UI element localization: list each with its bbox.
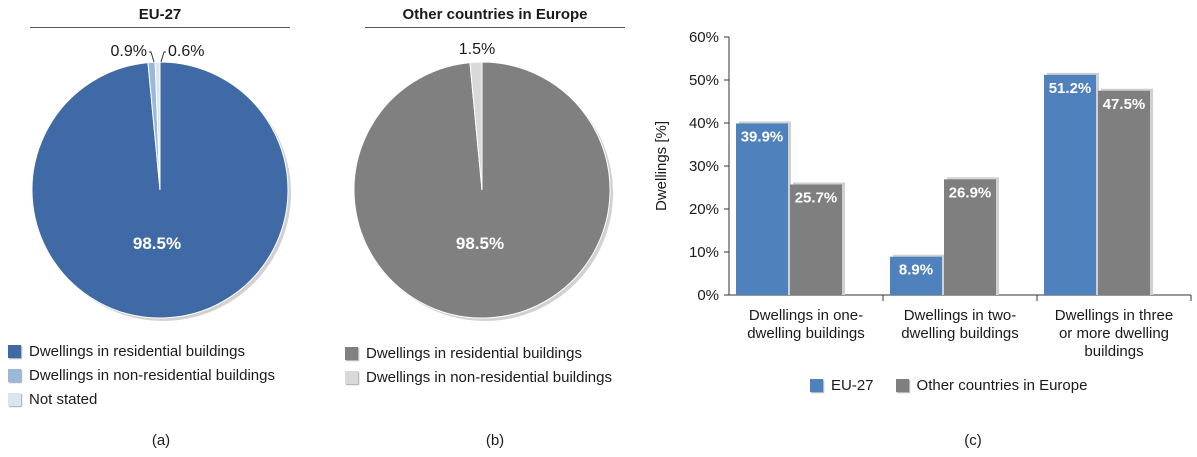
bar xyxy=(1044,74,1096,295)
bar xyxy=(944,179,996,295)
legend-item: EU-27 xyxy=(810,373,874,397)
bar-value-label: 47.5% xyxy=(1103,96,1146,113)
legend-swatch xyxy=(895,378,909,392)
y-tick-label: 10% xyxy=(689,244,719,261)
pie-title: EU-27 xyxy=(138,6,182,23)
legend-swatch xyxy=(8,392,21,406)
slice-label: 0.6% xyxy=(168,43,204,60)
y-tick-label: 30% xyxy=(689,158,719,175)
pie-legend-eu27: Dwellings in residential buildings Dwell… xyxy=(8,339,275,411)
panel-caption: (b) xyxy=(485,432,505,449)
pie-title: Other countries in Europe xyxy=(402,6,588,23)
legend-item: Not stated xyxy=(8,387,275,411)
title-rule xyxy=(30,27,290,28)
slice-label: 1.5% xyxy=(459,41,495,58)
legend-item: Dwellings in non-residential buildings xyxy=(345,365,612,389)
pie-slice xyxy=(469,61,483,191)
legend-label: Dwellings in non-residential buildings xyxy=(366,368,612,386)
x-category-label: Dwellings in two-dwelling buildings xyxy=(901,307,1019,342)
bar-value-label: 8.9% xyxy=(899,262,933,279)
y-axis-label: Dwellings [%] xyxy=(653,121,670,211)
bar-value-label: 39.9% xyxy=(741,128,784,145)
pie-panel-eu27: EU-27 98.5% 0.9% 0.6% Dwellings in residen… xyxy=(0,0,330,457)
slice-label: 98.5% xyxy=(133,234,181,253)
panel-caption: (c) xyxy=(964,432,982,449)
pie-panel-other-countries: Other countries in Europe 98.5% 1.5% Dwel… xyxy=(330,0,660,457)
bar-value-label: 26.9% xyxy=(949,184,992,201)
legend-swatch xyxy=(8,344,21,358)
legend-swatch xyxy=(345,346,358,360)
legend-label: Not stated xyxy=(29,390,98,408)
y-tick-label: 60% xyxy=(689,29,719,46)
legend-label: Dwellings in residential buildings xyxy=(366,344,582,362)
legend-label: Dwellings in residential buildings xyxy=(29,342,245,360)
leader-line xyxy=(160,51,166,63)
bar xyxy=(736,123,788,296)
bar-chart-dwellings: 0% 10% 20% 30% 40% 50% 60% Dwellings [%] Dwellin… xyxy=(653,29,1192,360)
y-tick-label: 50% xyxy=(689,72,719,89)
pie-legend-other-countries: Dwellings in residential buildings Dwell… xyxy=(345,341,612,389)
title-rule xyxy=(365,27,625,28)
legend-swatch xyxy=(8,368,21,382)
legend-swatch xyxy=(810,378,823,392)
bar-value-label: 25.7% xyxy=(795,189,838,206)
pie-chart-eu27: 98.5% 0.9% 0.6% xyxy=(31,43,291,321)
legend-swatch xyxy=(345,370,358,384)
legend-item: Dwellings in non-residential buildings xyxy=(8,363,275,387)
bar-panel-dwellings: 0% 10% 20% 30% 40% 50% 60% Dwellings [%] Dwellin… xyxy=(653,0,1197,457)
x-category-label: Dwellings in one-dwelling buildings xyxy=(747,307,865,342)
legend-label: EU-27 xyxy=(831,376,874,394)
bar xyxy=(1098,90,1150,295)
legend-item: Other countries in Europe xyxy=(895,373,1088,397)
bar xyxy=(890,256,942,295)
pie-chart-other-countries: 98.5% 1.5% xyxy=(353,41,613,321)
legend-item: Dwellings in residential buildings xyxy=(8,339,275,363)
slice-label: 98.5% xyxy=(456,234,504,253)
legend-label: Dwellings in non-residential buildings xyxy=(29,366,275,384)
y-tick-label: 0% xyxy=(697,287,719,304)
legend-label: Other countries in Europe xyxy=(916,376,1088,394)
pie-slice xyxy=(154,61,161,191)
leader-line xyxy=(149,51,155,63)
bar-value-label: 51.2% xyxy=(1049,80,1092,97)
y-tick-label: 20% xyxy=(689,201,719,218)
bar-legend: EU-27 Other countries in Europe xyxy=(810,373,1109,397)
bar xyxy=(790,184,842,295)
x-category-label: Dwellings in three or more dwelling buildi… xyxy=(1055,307,1173,360)
y-tick-label: 40% xyxy=(689,115,719,132)
slice-label: 0.9% xyxy=(111,43,147,60)
panel-caption: (a) xyxy=(151,432,171,449)
legend-item: Dwellings in residential buildings xyxy=(345,341,612,365)
